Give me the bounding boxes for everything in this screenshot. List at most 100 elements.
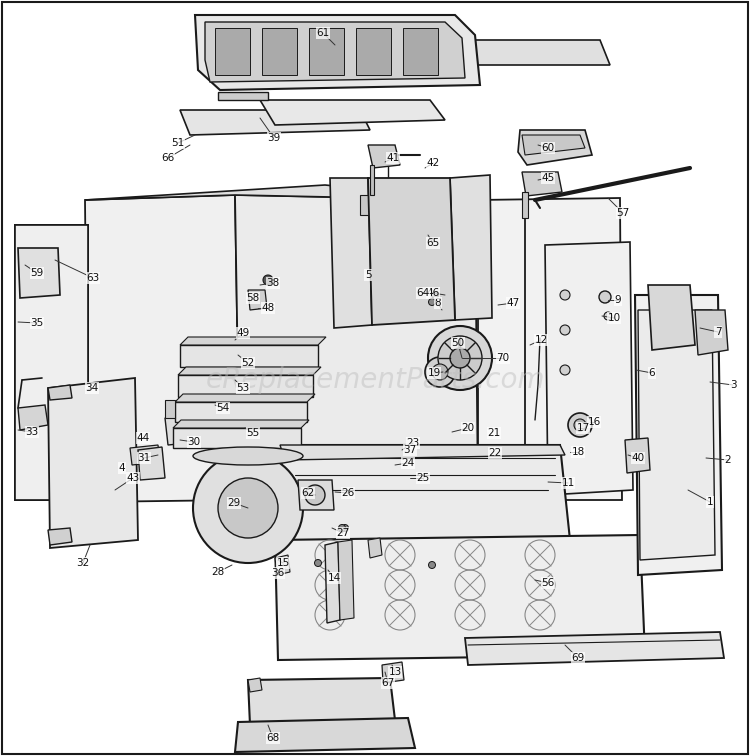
Text: 37: 37 <box>404 445 417 455</box>
Text: 70: 70 <box>496 353 509 363</box>
Text: 27: 27 <box>336 528 350 538</box>
Text: 34: 34 <box>86 383 99 393</box>
Text: 17: 17 <box>576 423 590 433</box>
Circle shape <box>438 336 482 380</box>
Polygon shape <box>368 178 455 325</box>
Text: 56: 56 <box>542 578 554 588</box>
Polygon shape <box>180 110 370 135</box>
Text: 47: 47 <box>506 298 520 308</box>
Text: 11: 11 <box>561 478 574 488</box>
Polygon shape <box>440 40 610 65</box>
Circle shape <box>599 291 611 303</box>
Polygon shape <box>165 415 218 445</box>
Text: 61: 61 <box>316 28 330 38</box>
Text: 3: 3 <box>730 380 736 390</box>
Polygon shape <box>338 540 354 620</box>
Text: 5: 5 <box>364 270 371 280</box>
Circle shape <box>428 562 436 569</box>
Polygon shape <box>330 178 372 328</box>
Polygon shape <box>215 28 250 75</box>
Text: 16: 16 <box>587 417 601 427</box>
Text: 29: 29 <box>227 498 241 508</box>
Text: 69: 69 <box>572 653 585 663</box>
Polygon shape <box>180 337 326 345</box>
Polygon shape <box>48 528 72 545</box>
Polygon shape <box>280 445 570 545</box>
Text: 7: 7 <box>715 327 722 337</box>
Text: 66: 66 <box>161 153 175 163</box>
Text: 18: 18 <box>572 447 585 457</box>
Circle shape <box>560 365 570 375</box>
Polygon shape <box>695 310 728 355</box>
Text: 14: 14 <box>327 573 340 583</box>
Polygon shape <box>368 538 382 558</box>
Polygon shape <box>325 542 340 623</box>
Text: 24: 24 <box>401 458 415 468</box>
Text: 60: 60 <box>542 143 554 153</box>
Text: 36: 36 <box>272 568 285 578</box>
Polygon shape <box>360 195 372 215</box>
Text: 64: 64 <box>416 288 430 298</box>
Polygon shape <box>522 192 528 218</box>
Circle shape <box>341 525 349 531</box>
Polygon shape <box>275 555 290 575</box>
Polygon shape <box>175 394 315 402</box>
Polygon shape <box>368 145 400 168</box>
Polygon shape <box>518 130 592 165</box>
Text: 43: 43 <box>126 473 140 483</box>
Circle shape <box>428 299 436 305</box>
Text: 30: 30 <box>188 437 200 447</box>
Polygon shape <box>18 405 48 430</box>
Circle shape <box>218 478 278 538</box>
Polygon shape <box>173 420 309 428</box>
Circle shape <box>193 453 303 563</box>
Circle shape <box>338 525 346 531</box>
Text: 19: 19 <box>427 368 441 378</box>
Polygon shape <box>522 172 562 196</box>
Polygon shape <box>48 385 72 400</box>
Text: 15: 15 <box>276 558 290 568</box>
Text: 13: 13 <box>388 667 402 677</box>
Text: 45: 45 <box>542 173 554 183</box>
Text: 23: 23 <box>406 438 420 448</box>
Polygon shape <box>635 295 722 575</box>
Text: 65: 65 <box>426 238 439 248</box>
Circle shape <box>305 485 325 505</box>
Text: 57: 57 <box>616 208 630 218</box>
Polygon shape <box>248 678 262 692</box>
Polygon shape <box>178 375 313 397</box>
Circle shape <box>431 292 439 299</box>
Text: 44: 44 <box>136 433 149 443</box>
Polygon shape <box>180 345 318 367</box>
Circle shape <box>314 559 322 566</box>
Polygon shape <box>248 290 267 310</box>
Circle shape <box>560 325 570 335</box>
Circle shape <box>560 290 570 300</box>
Text: 58: 58 <box>246 293 259 303</box>
Text: 6: 6 <box>649 368 656 378</box>
Polygon shape <box>638 310 715 560</box>
Polygon shape <box>85 185 475 200</box>
Text: 28: 28 <box>211 567 225 577</box>
Polygon shape <box>370 165 374 195</box>
Text: 20: 20 <box>461 423 475 433</box>
Polygon shape <box>648 285 695 350</box>
Text: 68: 68 <box>266 733 280 743</box>
Polygon shape <box>205 22 465 82</box>
Text: 39: 39 <box>267 133 280 143</box>
Text: 46: 46 <box>426 288 439 298</box>
Circle shape <box>568 413 592 437</box>
Polygon shape <box>356 28 391 75</box>
Text: 67: 67 <box>381 678 394 688</box>
Polygon shape <box>15 225 88 500</box>
Circle shape <box>574 419 586 431</box>
Polygon shape <box>138 447 165 480</box>
Text: 53: 53 <box>236 383 250 393</box>
Text: 62: 62 <box>302 488 315 498</box>
Text: 52: 52 <box>242 358 254 368</box>
Polygon shape <box>375 195 387 215</box>
Polygon shape <box>235 718 415 752</box>
Polygon shape <box>218 92 268 100</box>
Text: 55: 55 <box>246 428 259 438</box>
Text: 41: 41 <box>386 153 400 163</box>
